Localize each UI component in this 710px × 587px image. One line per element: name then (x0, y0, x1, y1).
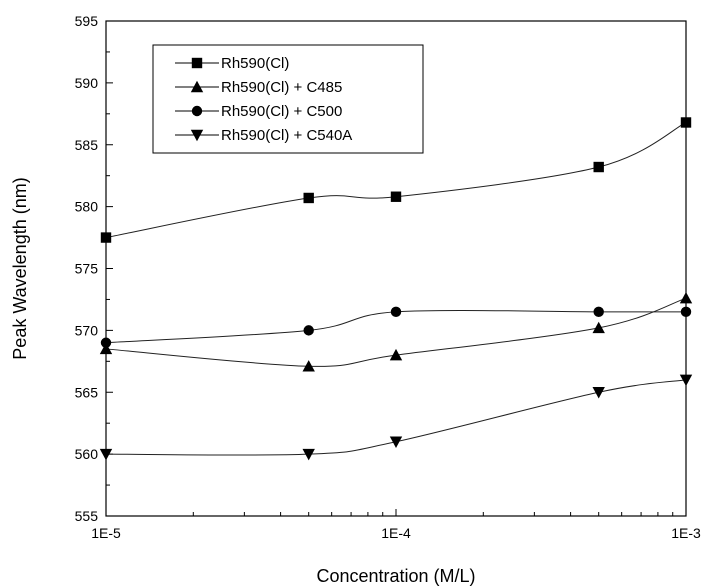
y-tick-label: 585 (75, 137, 99, 153)
legend-marker (190, 80, 204, 93)
y-tick-label: 575 (75, 261, 99, 277)
legend-marker (190, 129, 204, 142)
data-point-series-1 (390, 191, 402, 202)
plot-frame (105, 20, 687, 517)
data-point-series-3 (390, 306, 402, 318)
x-tick-label: 1E-3 (671, 525, 701, 541)
data-point-series-1 (303, 192, 314, 204)
legend-label: Rh590(Cl) + C485 (221, 79, 342, 96)
x-tick-label: 1E-4 (381, 525, 411, 541)
data-point-series-4 (302, 448, 315, 461)
data-point-series-4 (592, 387, 605, 399)
legend-label: Rh590(Cl) + C540A (221, 127, 352, 144)
x-tick-label: 1E-5 (91, 525, 121, 541)
data-point-series-3 (303, 325, 314, 336)
legend-label: Rh590(Cl) (221, 55, 289, 72)
data-point-series-4 (389, 436, 403, 448)
x-axis-label: Concentration (M/L) (316, 566, 475, 586)
legend-marker (191, 57, 203, 69)
legend-marker (191, 105, 203, 117)
y-tick-label: 595 (75, 13, 99, 29)
axis-ticks: 555 560 565 570 575 580 585 590 595 1E-5 1E-4 1E-3 (75, 13, 701, 541)
y-axis-label: Peak Wavelength (nm) (10, 177, 30, 359)
y-tick-label: 570 (75, 322, 99, 338)
y-tick-label: 555 (75, 508, 99, 524)
series-lines (105, 122, 687, 456)
y-tick-label: 580 (75, 199, 99, 215)
data-point-series-2 (592, 321, 605, 334)
legend: Rh590(Cl) Rh590(Cl) + C485 Rh590(Cl) + C50… (152, 44, 424, 154)
y-tick-label: 590 (75, 75, 99, 91)
data-point-series-2 (302, 360, 315, 372)
data-point-series-2 (389, 348, 403, 361)
series-markers (99, 117, 693, 461)
legend-label: Rh590(Cl) + C500 (221, 103, 342, 120)
data-point-series-1 (593, 161, 604, 173)
y-tick-label: 560 (75, 446, 99, 462)
data-point-series-3 (593, 306, 604, 318)
y-tick-label: 565 (75, 384, 99, 400)
